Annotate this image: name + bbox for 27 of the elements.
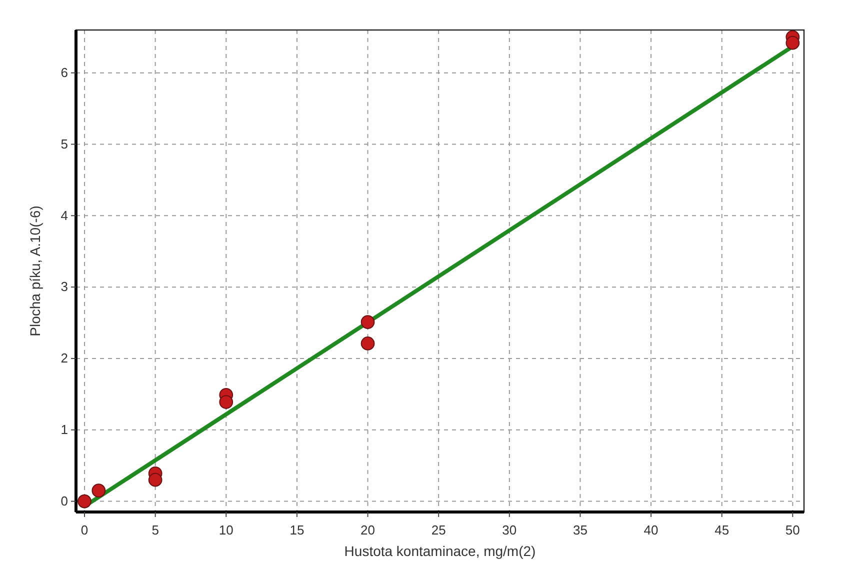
x-tick-label: 40: [644, 522, 658, 538]
y-tick-label: 2: [60, 350, 68, 366]
point: [92, 484, 106, 498]
x-tick-label: 50: [785, 522, 800, 538]
y-tick-label: 0: [60, 493, 68, 508]
y-tick-label: 1: [60, 422, 68, 438]
point: [78, 494, 92, 508]
x-tick-label: 15: [290, 522, 304, 538]
point: [148, 472, 162, 487]
y-tick-label: 4: [60, 208, 68, 223]
x-tick-label: 45: [714, 522, 730, 538]
x-tick-label: 35: [572, 522, 588, 538]
x-tick-label: 5: [152, 522, 159, 538]
x-tick-label: 0: [80, 522, 88, 538]
y-tick-label: 5: [60, 136, 68, 152]
x-tick-label: 20: [360, 522, 375, 538]
y-tick-label: 6: [60, 65, 68, 80]
y-tick-label: 3: [60, 279, 68, 294]
point: [360, 336, 375, 350]
y-axis-title: Plocha píku, A.10(-6): [27, 206, 43, 336]
point: [786, 36, 800, 50]
point: [360, 315, 375, 329]
point: [219, 395, 234, 409]
x-axis-title: Hustota kontaminace, mg/m(2): [344, 543, 536, 559]
x-tick-label: 30: [502, 522, 517, 538]
x-tick-label: 10: [218, 522, 234, 538]
x-tick-label: 25: [431, 522, 446, 538]
